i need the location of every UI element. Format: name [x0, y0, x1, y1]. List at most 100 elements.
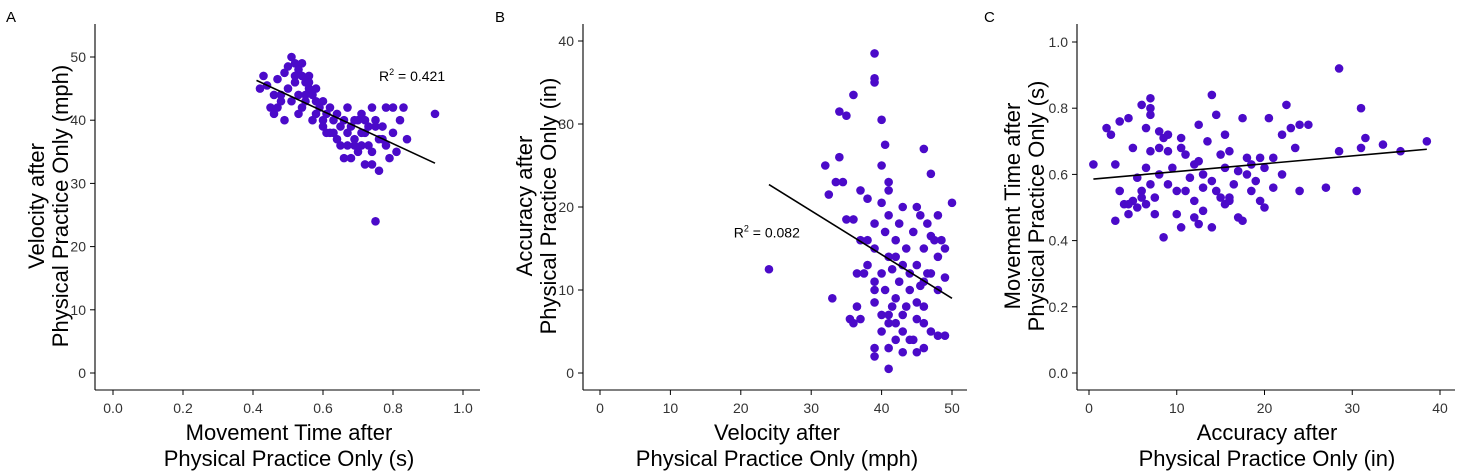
data-point [1198, 183, 1208, 192]
data-point [395, 115, 405, 125]
data-point [912, 347, 922, 357]
data-point [259, 71, 268, 81]
r-symbol: R [734, 225, 744, 241]
data-point [1137, 193, 1146, 202]
data-point [828, 294, 837, 303]
data-point [919, 244, 929, 253]
data-point [318, 96, 328, 106]
data-point [273, 103, 282, 112]
data-point [280, 68, 289, 78]
data-point [880, 140, 890, 150]
data-point [329, 128, 338, 138]
data-point [1207, 223, 1217, 232]
data-point [1111, 160, 1120, 169]
x-tick-label: 20 [1257, 400, 1273, 416]
y-axis-label: Velocity after [24, 143, 49, 269]
data-point [901, 244, 911, 253]
data-point [1168, 163, 1177, 173]
data-point [360, 115, 370, 125]
data-point [856, 186, 865, 195]
x-tick-label: 40 [874, 400, 890, 416]
data-point [1251, 176, 1261, 186]
data-point [1268, 183, 1278, 192]
data-point [1255, 153, 1265, 163]
data-point [297, 59, 307, 68]
data-point [880, 227, 890, 237]
y-tick-label: 30 [558, 116, 574, 132]
data-point [908, 335, 918, 345]
data-point [308, 90, 317, 100]
data-point [1190, 213, 1199, 222]
data-point [1146, 180, 1155, 189]
x-axis-label: Physical Practice Only (s) [164, 446, 415, 471]
data-point [894, 277, 904, 287]
data-point [385, 153, 394, 163]
y-tick-label: 20 [558, 199, 574, 215]
data-point [824, 190, 834, 199]
data-point [912, 202, 922, 212]
data-point [1207, 90, 1217, 100]
data-point [1356, 143, 1366, 153]
data-point [1141, 199, 1151, 209]
y-tick-label: 0.8 [1049, 100, 1069, 116]
data-point [430, 109, 440, 119]
data-point [884, 186, 893, 195]
data-point [937, 235, 946, 245]
data-point [877, 269, 886, 278]
data-point [1181, 150, 1190, 159]
data-point [350, 141, 359, 150]
data-point [891, 335, 900, 345]
data-point [360, 160, 370, 169]
data-point [343, 128, 352, 138]
data-point [304, 71, 314, 81]
data-point [1194, 219, 1203, 229]
y-tick-label: 0 [78, 365, 86, 381]
data-point [891, 235, 900, 245]
y-tick-label: 0.0 [1049, 365, 1069, 381]
x-tick-label: 30 [803, 400, 819, 416]
data-point [1102, 123, 1111, 133]
data-point [388, 128, 398, 138]
x-tick-label: 0.0 [103, 400, 123, 416]
regression-line [256, 79, 436, 164]
data-point [399, 103, 408, 112]
data-point [1211, 186, 1221, 196]
r-squared-annotation: R2 = 0.082 [734, 224, 800, 241]
r-squared-value: = 0.082 [749, 225, 800, 241]
data-point [849, 318, 858, 328]
data-point [898, 327, 908, 336]
data-point [1124, 209, 1133, 219]
data-point [353, 147, 363, 157]
data-point [887, 302, 897, 311]
data-point [283, 62, 293, 71]
data-point [1207, 176, 1217, 186]
data-point [863, 260, 872, 270]
data-point [1295, 120, 1304, 130]
data-point [1361, 133, 1370, 143]
data-point [381, 103, 391, 112]
data-point [308, 115, 317, 125]
data-point [1089, 160, 1098, 169]
x-tick-label: 0 [596, 400, 604, 416]
data-point [290, 77, 300, 87]
data-point [1190, 196, 1199, 206]
data-point [1163, 130, 1173, 139]
data-point [863, 235, 872, 245]
data-point [304, 77, 314, 87]
data-point [1172, 186, 1182, 196]
data-point [898, 310, 908, 320]
data-point [912, 260, 922, 270]
data-point [1159, 232, 1168, 242]
data-point [919, 318, 929, 328]
data-point [1141, 123, 1151, 133]
data-point [831, 177, 841, 187]
data-point [1137, 100, 1146, 110]
r-superscript: 2 [389, 67, 394, 77]
data-point [1242, 170, 1252, 179]
data-point [1264, 113, 1274, 123]
data-point [884, 211, 893, 220]
data-point [870, 352, 879, 361]
data-point [764, 264, 774, 274]
data-point [898, 347, 908, 357]
